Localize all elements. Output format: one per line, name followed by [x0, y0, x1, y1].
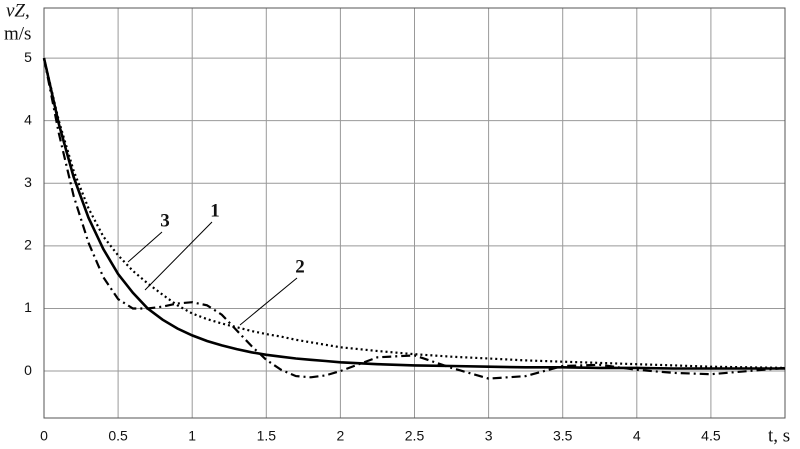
x-axis-label: t, s: [768, 425, 790, 446]
series-label: 2: [295, 256, 305, 277]
x-tick-label: 0.5: [108, 428, 128, 444]
x-tick-label: 2: [337, 428, 345, 444]
y-tick-label: 5: [24, 49, 32, 65]
y-tick-label: 3: [24, 174, 32, 190]
x-tick-label: 4: [633, 428, 641, 444]
leader-line: [239, 277, 298, 326]
series-label: 3: [160, 210, 170, 231]
x-tick-label: 4.5: [701, 428, 721, 444]
series-line: [42, 57, 785, 370]
plot-frame: [43, 7, 786, 419]
x-tick-label: 2.5: [405, 428, 425, 444]
y-tick-label: 2: [24, 237, 32, 253]
x-tick-label: 1.5: [257, 428, 277, 444]
x-tick-label: 0: [40, 428, 48, 444]
y-tick-label: 1: [24, 299, 32, 315]
series-line: [42, 57, 786, 380]
x-tick-label: 3: [485, 428, 493, 444]
leader-line: [144, 221, 213, 291]
leader-line: [127, 231, 163, 263]
y-tick-label: 4: [24, 111, 32, 127]
y-axis-label: m/s: [4, 23, 31, 44]
x-tick-label: 3.5: [553, 428, 573, 444]
x-tick-label: 1: [188, 428, 196, 444]
series-label: 1: [210, 200, 220, 221]
y-axis-label: vZ,: [6, 0, 30, 21]
y-tick-label: 0: [24, 362, 32, 378]
